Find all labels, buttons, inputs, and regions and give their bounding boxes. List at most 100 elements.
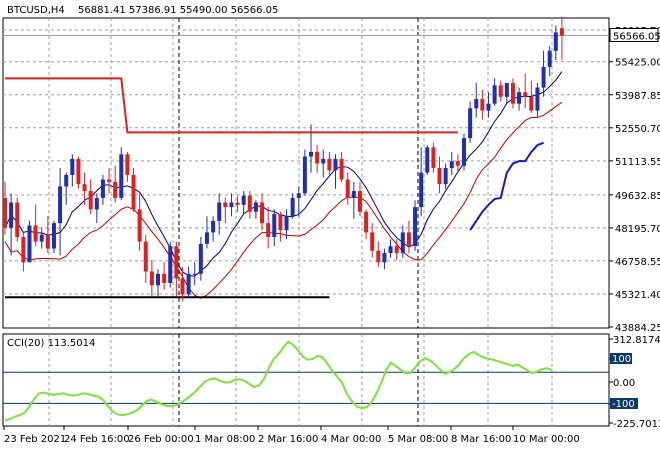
candle-body xyxy=(425,147,430,173)
cci-y-tick-label: 312.8174 xyxy=(613,335,660,346)
y-tick-label: 55425.00 xyxy=(615,58,660,69)
candle-body xyxy=(21,236,26,263)
candle-body xyxy=(510,82,515,104)
cci-y-tick-label: 0.00 xyxy=(613,378,635,389)
y-tick-label: 51113.55 xyxy=(615,157,660,168)
candle-body xyxy=(290,197,295,217)
candle-body xyxy=(413,207,418,247)
candle-body xyxy=(235,202,240,205)
candle-body xyxy=(15,202,20,237)
candle-body xyxy=(309,151,313,157)
x-tick-label: 10 Mar 00:00 xyxy=(513,434,580,445)
candle-body xyxy=(94,197,99,210)
candle-body xyxy=(492,85,497,104)
candle-body xyxy=(504,82,509,97)
candle-body xyxy=(3,197,7,228)
axes: 56805.7055425.0053987.8552550.7051113.55… xyxy=(3,26,660,445)
candle-body xyxy=(351,191,356,198)
candle-body xyxy=(376,250,381,263)
candle-body xyxy=(431,147,436,169)
candle-body xyxy=(394,246,399,254)
candle-body xyxy=(51,223,56,249)
chart-overlays xyxy=(3,35,609,299)
candle-body xyxy=(553,32,558,51)
main-panel-frame xyxy=(2,17,610,329)
header-symbol: BTCUSD,H4 xyxy=(7,5,65,16)
candle-body xyxy=(333,158,338,171)
candle-body xyxy=(82,184,87,192)
x-tick-label: 5 Mar 08:00 xyxy=(388,434,448,445)
candle-body xyxy=(174,246,179,279)
x-tick-label: 1 Mar 08:00 xyxy=(195,434,255,445)
candle-body xyxy=(480,99,485,111)
cci-y-tick-label: -100 xyxy=(612,399,635,410)
candle-body xyxy=(302,156,307,194)
candle-body xyxy=(474,99,479,109)
ma-fast-line xyxy=(4,71,563,277)
current-price-badge xyxy=(609,28,659,43)
candle-body xyxy=(321,158,326,164)
candle-body xyxy=(180,278,185,295)
candle-body xyxy=(455,161,460,166)
candle-body xyxy=(517,92,522,104)
cci-indicator xyxy=(4,340,553,422)
candle-body xyxy=(113,181,118,198)
candle-body xyxy=(168,246,173,283)
candle-body xyxy=(149,271,154,286)
y-tick-label: 53987.85 xyxy=(615,91,660,102)
ma-slow-line xyxy=(4,101,563,299)
candle-body xyxy=(9,202,14,228)
candle-body xyxy=(327,158,332,171)
candle-body xyxy=(339,158,344,180)
candle-body xyxy=(45,234,50,249)
cci-line xyxy=(4,340,553,422)
y-tick-label: 45321.40 xyxy=(615,290,660,301)
candle-body xyxy=(27,225,32,263)
candle-body xyxy=(64,174,69,187)
candle-body xyxy=(278,214,283,231)
candle-body xyxy=(162,273,167,283)
candle-body xyxy=(88,191,93,210)
x-tick-label: 2 Mar 16:00 xyxy=(258,434,318,445)
candle-body xyxy=(388,246,393,254)
candle-body xyxy=(119,154,124,198)
cci-level-badge xyxy=(610,398,638,409)
cci-level-badge xyxy=(610,353,632,364)
y-tick-label: 46758.55 xyxy=(615,257,660,268)
x-tick-label: 26 Feb 00:00 xyxy=(128,434,194,445)
candle-body xyxy=(541,66,546,88)
candle-body xyxy=(498,85,503,97)
y-tick-label: 49632.85 xyxy=(615,191,660,202)
header-ohlc: 56881.41 57386.91 55490.00 56566.05 xyxy=(78,5,278,16)
candle-body xyxy=(296,193,301,198)
candle-body xyxy=(468,108,473,139)
x-tick-label: 23 Feb 2021 xyxy=(4,434,66,445)
current-price-label: 56566.05 xyxy=(613,32,660,43)
candle-body xyxy=(253,202,258,212)
y-tick-label: 52550.70 xyxy=(615,124,660,135)
candle-body xyxy=(223,202,228,208)
candle-body xyxy=(76,158,81,185)
resistance-line xyxy=(5,77,458,134)
candle-body xyxy=(535,87,540,111)
candle-body xyxy=(370,232,375,251)
trailing-stop-line xyxy=(469,141,544,231)
candle-body xyxy=(345,179,350,198)
candle-body xyxy=(137,209,142,242)
cci-y-tick-label: 100 xyxy=(612,354,631,365)
candle-body xyxy=(547,50,552,67)
candle-body xyxy=(156,273,160,286)
candle-body xyxy=(131,174,136,210)
candle-body xyxy=(211,220,216,233)
cci-y-tick-label: -225.7013 xyxy=(613,419,660,430)
y-tick-label: 48195.70 xyxy=(615,224,660,235)
y-tick-label: 43884.25 xyxy=(615,323,660,334)
candle-body xyxy=(33,225,38,242)
candle-body xyxy=(100,179,105,198)
candle-body xyxy=(39,234,44,242)
candle-body xyxy=(192,273,197,275)
candle-body xyxy=(449,161,454,169)
x-tick-label: 8 Mar 16:00 xyxy=(451,434,511,445)
